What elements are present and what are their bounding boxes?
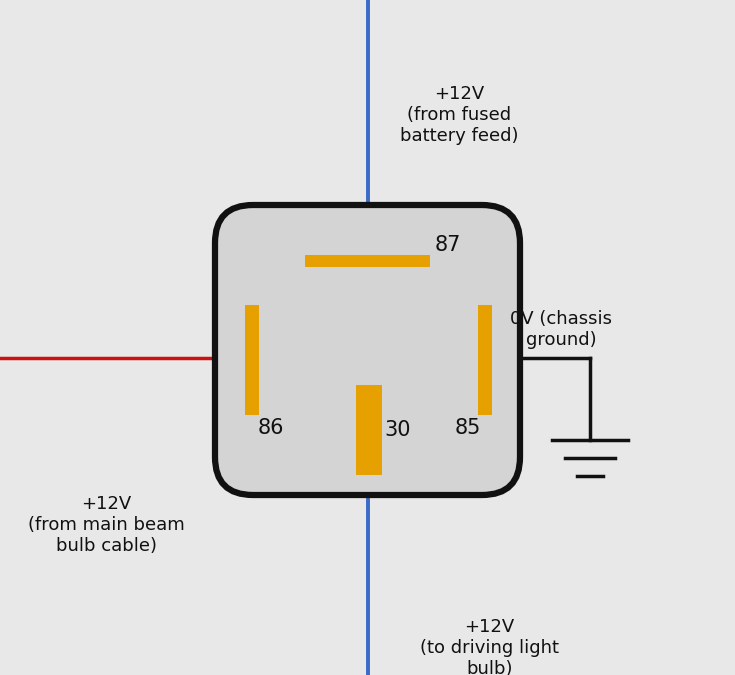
Text: 85: 85 bbox=[455, 418, 481, 438]
Bar bbox=[245, 305, 259, 415]
Text: 0V (chassis
ground): 0V (chassis ground) bbox=[510, 310, 612, 349]
Text: 86: 86 bbox=[258, 418, 284, 438]
Text: +12V
(to driving light
bulb): +12V (to driving light bulb) bbox=[420, 618, 559, 675]
Bar bbox=[356, 385, 382, 475]
Bar bbox=[305, 255, 430, 267]
Text: +12V
(from main beam
bulb cable): +12V (from main beam bulb cable) bbox=[28, 495, 184, 555]
Text: 87: 87 bbox=[435, 235, 462, 255]
Bar bbox=[478, 305, 492, 415]
Text: +12V
(from fused
battery feed): +12V (from fused battery feed) bbox=[400, 85, 518, 144]
FancyBboxPatch shape bbox=[215, 205, 520, 495]
Text: 30: 30 bbox=[384, 420, 411, 440]
